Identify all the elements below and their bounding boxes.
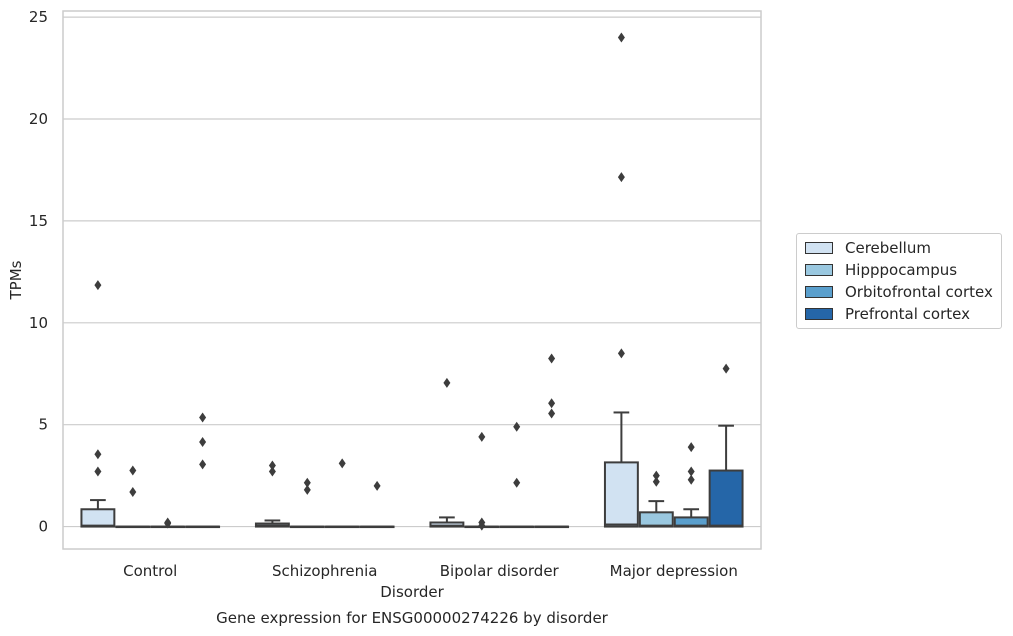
box-body <box>708 469 744 528</box>
box-group <box>464 431 500 531</box>
outlier-point <box>548 398 556 409</box>
legend-swatch <box>805 286 833 298</box>
box-layer <box>80 32 744 531</box>
outlier-point <box>129 465 137 476</box>
outlier-point <box>478 520 486 531</box>
box-group <box>254 460 290 528</box>
box-group <box>534 353 570 529</box>
box-group <box>603 32 639 528</box>
box-group <box>80 280 116 528</box>
box-group <box>115 465 151 529</box>
box-group <box>638 470 674 528</box>
outlier-point <box>94 280 102 291</box>
outlier-point <box>268 460 276 471</box>
box-body <box>673 516 709 528</box>
x-tick-label: Control <box>123 562 177 580</box>
legend-swatch <box>805 308 833 320</box>
outlier-point <box>303 477 311 488</box>
legend-item-hippocampus: Hipppocampus <box>805 261 957 279</box>
legend-swatch <box>805 242 833 254</box>
x-axis-label: Disorder <box>380 583 444 601</box>
box-group <box>324 458 360 529</box>
legend: Cerebellum Hipppocampus Orbitofrontal co… <box>796 233 1002 329</box>
y-tick-label: 20 <box>29 110 48 128</box>
box-group <box>150 517 186 529</box>
legend-label: Cerebellum <box>845 239 931 257</box>
box-body <box>429 521 465 528</box>
y-tick-label: 0 <box>38 518 48 536</box>
plot-frame <box>62 10 762 550</box>
x-tick-label: Bipolar disorder <box>440 562 560 580</box>
chart-title: Gene expression for ENSG00000274226 by d… <box>216 609 609 627</box>
box-group <box>359 480 395 529</box>
outlier-point <box>652 476 660 487</box>
outlier-point <box>687 474 695 485</box>
y-tick-label: 5 <box>38 416 48 434</box>
legend-label: Hipppocampus <box>845 261 958 279</box>
outlier-point <box>513 477 521 488</box>
box-body <box>638 511 674 528</box>
x-tick-label: Major depression <box>610 562 738 580</box>
outlier-point <box>687 442 695 453</box>
outlier-point <box>199 437 207 448</box>
legend-item-cerebellum: Cerebellum <box>805 239 931 257</box>
outlier-point <box>129 486 137 497</box>
y-tick-labels: 0 5 10 15 20 25 <box>29 8 48 535</box>
outlier-point <box>303 484 311 495</box>
outlier-point <box>722 363 730 374</box>
box-group <box>429 377 465 528</box>
outlier-point <box>478 431 486 442</box>
box-body <box>80 508 116 528</box>
outlier-point <box>652 470 660 481</box>
outlier-point <box>617 32 625 43</box>
legend-label: Orbitofrontal cortex <box>845 283 993 301</box>
outlier-point <box>94 466 102 477</box>
box-body <box>603 461 639 528</box>
x-tick-label: Schizophrenia <box>272 562 377 580</box>
outlier-point <box>548 408 556 419</box>
outlier-point <box>199 412 207 423</box>
box-group <box>673 442 709 528</box>
x-tick-labels: Control Schizophrenia Bipolar disorder Majo… <box>123 562 738 580</box>
outlier-point <box>268 466 276 477</box>
y-tick-label: 10 <box>29 314 48 332</box>
outlier-point <box>443 377 451 388</box>
outlier-point <box>687 466 695 477</box>
box-group <box>185 412 221 529</box>
box-group <box>708 363 744 528</box>
box-group <box>289 477 325 529</box>
outlier-point <box>164 518 172 529</box>
outlier-point <box>513 421 521 432</box>
outlier-point <box>617 172 625 183</box>
legend-item-orbitofrontal-cortex: Orbitofrontal cortex <box>805 283 993 301</box>
y-tick-label: 15 <box>29 212 48 230</box>
outlier-point <box>338 458 346 469</box>
legend-item-prefrontal-cortex: Prefrontal cortex <box>805 305 970 323</box>
outlier-point <box>617 348 625 359</box>
grid-layer <box>63 16 761 528</box>
y-axis-label: TPMs <box>7 260 25 300</box>
outlier-point <box>199 459 207 470</box>
outlier-point <box>94 449 102 460</box>
legend-swatch <box>805 264 833 276</box>
legend-label: Prefrontal cortex <box>845 305 970 323</box>
outlier-point <box>548 353 556 364</box>
y-tick-label: 25 <box>29 8 48 26</box>
box-group <box>499 421 535 529</box>
outlier-point <box>373 480 381 491</box>
